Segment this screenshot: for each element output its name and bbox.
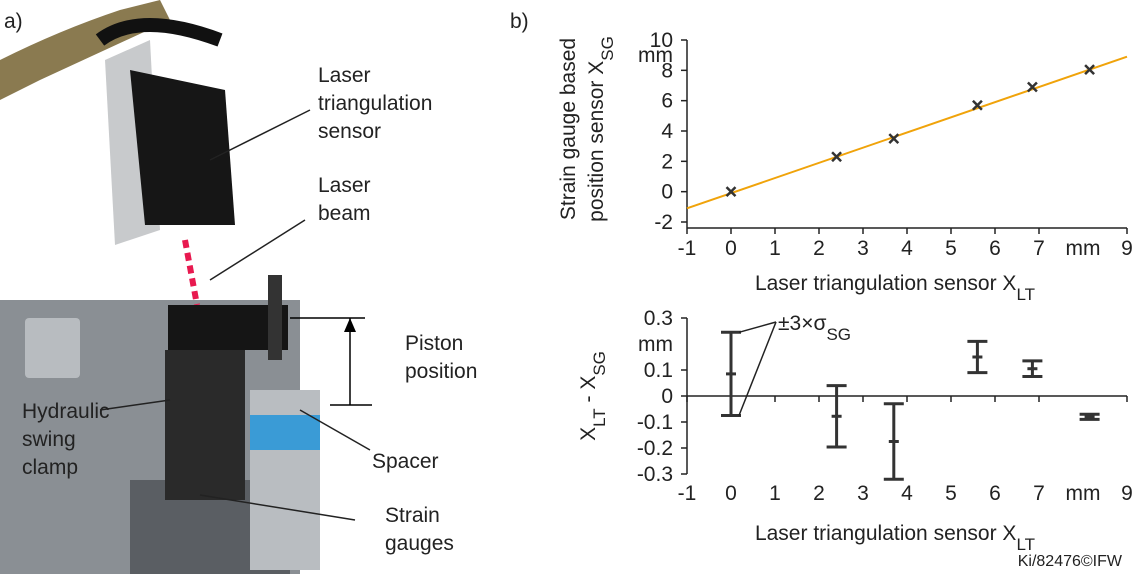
photo-label: beam bbox=[318, 202, 371, 225]
y-tick-label: 2 bbox=[661, 150, 673, 173]
x-tick-label: 1 bbox=[769, 237, 781, 260]
pressure-gauge bbox=[25, 318, 80, 378]
x-tick-label: 0 bbox=[725, 237, 737, 260]
subscript: SG bbox=[590, 351, 609, 376]
subscript: SG bbox=[598, 36, 617, 61]
x-tick-label: -1 bbox=[678, 482, 697, 505]
text-part: Laser triangulation sensor X bbox=[755, 522, 1017, 545]
annotation-leader bbox=[739, 322, 776, 416]
credit: Ki/82476©IFW bbox=[1018, 553, 1123, 570]
subscript: LT bbox=[1016, 285, 1035, 304]
x-tick-label: 4 bbox=[901, 482, 913, 505]
y-tick-label: 0 bbox=[661, 385, 673, 408]
text-part: - X bbox=[577, 376, 600, 409]
x-tick-label: 4 bbox=[901, 237, 913, 260]
photo-label: swing bbox=[22, 428, 76, 451]
x-tick-label: 0 bbox=[725, 482, 737, 505]
photo-label: Hydraulic bbox=[22, 400, 110, 423]
marker bbox=[832, 152, 841, 161]
x-tick-label: 2 bbox=[813, 237, 825, 260]
spacer-band bbox=[250, 415, 320, 450]
y-tick-label: 0.3 bbox=[644, 307, 673, 330]
cable bbox=[100, 25, 220, 40]
y-tick-label: mm bbox=[638, 333, 673, 356]
label: Strain gauge based bbox=[557, 38, 580, 220]
y-tick-label: 0.1 bbox=[644, 359, 673, 382]
x-tick-label: 5 bbox=[945, 237, 957, 260]
x-tick-label: 1 bbox=[769, 482, 781, 505]
subscript: LT bbox=[1016, 535, 1035, 554]
photo-label: gauges bbox=[385, 532, 454, 555]
photo-label: Piston bbox=[405, 332, 463, 355]
y-tick-label: 4 bbox=[661, 120, 673, 143]
label: Laser triangulation sensor XLT bbox=[755, 272, 1035, 304]
annotation-leader bbox=[739, 322, 776, 332]
arrow-head bbox=[344, 318, 356, 332]
text-part: X bbox=[577, 427, 600, 441]
x-tick-label: 6 bbox=[989, 237, 1001, 260]
text-part: position sensor X bbox=[585, 61, 608, 222]
panel-label: a) bbox=[4, 10, 23, 33]
photo-label: sensor bbox=[318, 120, 381, 143]
subscript: SG bbox=[826, 325, 851, 344]
label: Laser triangulation sensor XLT bbox=[755, 522, 1035, 554]
y-tick-label: -0.2 bbox=[637, 437, 673, 460]
y-tick-label: -0.1 bbox=[637, 411, 673, 434]
photo-label: Spacer bbox=[372, 450, 439, 473]
x-tick-label: 5 bbox=[945, 482, 957, 505]
text-part: Strain gauge based bbox=[557, 38, 580, 220]
label: ±3×σSG bbox=[778, 312, 851, 344]
x-tick-label: mm bbox=[1066, 482, 1101, 505]
y-tick-label: -0.3 bbox=[637, 463, 673, 486]
text-part: Laser triangulation sensor X bbox=[755, 272, 1017, 295]
subscript: LT bbox=[590, 408, 609, 427]
x-tick-label: 7 bbox=[1033, 237, 1045, 260]
x-tick-label: -1 bbox=[678, 237, 697, 260]
screw bbox=[268, 275, 282, 360]
marker bbox=[1085, 65, 1094, 74]
x-tick-label: 7 bbox=[1033, 482, 1045, 505]
photo-label: triangulation bbox=[318, 92, 432, 115]
x-tick-label: 9 bbox=[1121, 237, 1133, 260]
x-tick-label: 3 bbox=[857, 482, 869, 505]
y-tick-label: 6 bbox=[661, 90, 673, 113]
x-tick-label: mm bbox=[1066, 237, 1101, 260]
y-tick-label: 10 bbox=[650, 29, 673, 52]
photo-label: Strain bbox=[385, 504, 440, 527]
label: position sensor XSG bbox=[585, 36, 617, 222]
y-tick-label: -2 bbox=[654, 211, 673, 234]
sensor-body bbox=[130, 70, 235, 225]
swing-clamp bbox=[165, 350, 245, 500]
panel-label: b) bbox=[510, 10, 529, 33]
figure: a) b) Ki/82476©IFW Laser triangulation sen… bbox=[0, 0, 1141, 574]
text-part: ±3×σ bbox=[778, 312, 826, 335]
leader bbox=[210, 220, 305, 280]
x-tick-label: 9 bbox=[1121, 482, 1133, 505]
y-tick-label: 0 bbox=[661, 181, 673, 204]
photo bbox=[0, 0, 372, 574]
label: XLT - XSG bbox=[577, 351, 609, 441]
photo-label: clamp bbox=[22, 456, 78, 479]
photo-label: Laser bbox=[318, 174, 371, 197]
x-tick-label: 6 bbox=[989, 482, 1001, 505]
fit-line bbox=[687, 57, 1127, 209]
photo-label: Laser bbox=[318, 64, 371, 87]
x-tick-label: 2 bbox=[813, 482, 825, 505]
x-tick-label: 3 bbox=[857, 237, 869, 260]
photo-label: position bbox=[405, 360, 477, 383]
laser-beam bbox=[185, 240, 197, 305]
